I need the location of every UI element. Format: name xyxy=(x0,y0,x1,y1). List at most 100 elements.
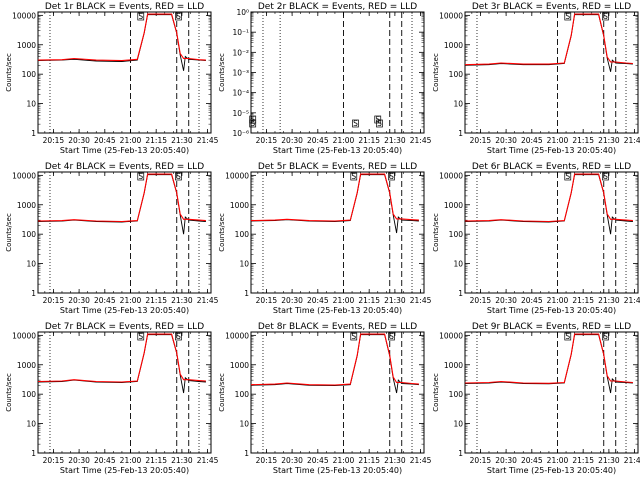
flare-marker: S xyxy=(351,332,356,341)
panel-title: Det 4r BLACK = Events, RED = LLD xyxy=(45,162,204,172)
flare-marker-box xyxy=(602,332,609,341)
x-tick-label: 21:45 xyxy=(624,136,640,145)
x-axis-label: Start Time (25-Feb-13 20:05:40) xyxy=(487,466,616,475)
y-tick-label: 10⁻⁴ xyxy=(232,89,249,98)
x-tick-label: 20:45 xyxy=(307,456,329,465)
y-tick-label: 10000 xyxy=(439,331,463,340)
x-tick-label: 20:15 xyxy=(470,136,492,145)
y-tick-label: 10⁻⁵ xyxy=(232,109,249,118)
series-events-black xyxy=(37,334,206,394)
x-tick-label: 21:30 xyxy=(598,456,620,465)
series-events-black xyxy=(250,174,419,234)
flare-marker-box xyxy=(602,12,609,21)
flare-marker-box xyxy=(350,332,358,341)
series-lld-red xyxy=(464,333,633,384)
flare-marker: S xyxy=(138,332,143,341)
panel-title: Det 2r BLACK = Events, RED = LLD xyxy=(258,2,417,12)
flare-marker: S xyxy=(138,172,143,181)
x-tick-label: 21:45 xyxy=(197,456,219,465)
flare-marker-box xyxy=(249,119,257,128)
y-axis-label: Counts/sec xyxy=(218,53,226,92)
x-tick-label: 20:45 xyxy=(521,136,543,145)
plot-frame xyxy=(464,171,639,294)
x-tick-label: 20:45 xyxy=(307,136,329,145)
x-tick-label: 21:00 xyxy=(547,456,569,465)
y-axis-label: Counts/sec xyxy=(432,213,440,252)
x-tick-label: 21:15 xyxy=(145,296,167,305)
flare-marker: S xyxy=(603,332,608,341)
x-tick-label: 20:30 xyxy=(281,456,303,465)
y-tick-label: 100 xyxy=(22,70,37,79)
y-tick-label: 10⁰ xyxy=(236,8,249,17)
y-tick-label: 100 xyxy=(235,230,250,239)
x-axis-label: Start Time (25-Feb-13 20:05:40) xyxy=(60,146,189,155)
y-tick-label: 1000 xyxy=(444,361,463,370)
panel-det-2: Det 2r BLACK = Events, RED = LLD 20:15 20:… xyxy=(218,2,432,155)
y-tick-label: 1 xyxy=(458,289,463,298)
series-events-black xyxy=(37,14,206,71)
series-events-black xyxy=(464,334,633,394)
x-axis-label: Start Time (25-Feb-13 20:05:40) xyxy=(60,466,189,475)
y-tick-label: 1000 xyxy=(444,41,463,50)
y-tick-label: 100 xyxy=(235,390,250,399)
flare-marker: S xyxy=(389,332,394,341)
flare-marker-box xyxy=(350,172,358,181)
x-axis-label: Start Time (25-Feb-13 20:05:40) xyxy=(487,306,616,315)
y-tick-label: 10000 xyxy=(12,331,36,340)
x-tick-label: 21:45 xyxy=(410,136,432,145)
y-tick-label: 10 xyxy=(26,420,36,429)
x-tick-label: 20:30 xyxy=(495,136,517,145)
y-tick-label: 100 xyxy=(22,390,37,399)
y-tick-label: 10⁻⁶ xyxy=(232,129,249,138)
x-tick-label: 21:30 xyxy=(598,136,620,145)
flare-marker-box xyxy=(175,172,182,181)
flare-marker: S xyxy=(603,172,608,181)
series-lld-red xyxy=(37,173,206,223)
y-axis-label: Counts/sec xyxy=(5,53,13,92)
x-tick-label: 21:00 xyxy=(120,456,142,465)
x-tick-label: 20:15 xyxy=(470,456,492,465)
x-tick-label: 20:15 xyxy=(256,456,278,465)
y-axis-label: Counts/sec xyxy=(218,373,226,412)
y-tick-label: 10 xyxy=(26,260,36,269)
y-tick-label: 1000 xyxy=(230,201,249,210)
x-tick-label: 21:15 xyxy=(145,456,167,465)
x-tick-label: 21:30 xyxy=(171,456,193,465)
x-tick-label: 20:30 xyxy=(68,136,90,145)
y-tick-label: 10000 xyxy=(225,171,249,180)
y-tick-label: 10000 xyxy=(12,11,36,20)
y-tick-label: 1000 xyxy=(17,41,36,50)
flare-marker: S xyxy=(351,172,356,181)
y-tick-label: 10⁻¹ xyxy=(232,28,249,37)
plot-frame xyxy=(37,331,212,454)
flare-marker-box xyxy=(374,115,382,124)
series-lld-red xyxy=(37,333,206,383)
x-tick-label: 21:15 xyxy=(572,136,594,145)
flare-marker: S xyxy=(389,172,394,181)
y-tick-label: 10 xyxy=(26,100,36,109)
x-tick-label: 20:15 xyxy=(470,296,492,305)
panel-title: Det 9r BLACK = Events, RED = LLD xyxy=(472,322,631,332)
y-tick-label: 10000 xyxy=(225,331,249,340)
x-tick-label: 21:30 xyxy=(171,296,193,305)
y-axis-label: Counts/sec xyxy=(5,373,13,412)
y-tick-label: 1000 xyxy=(17,201,36,210)
flare-marker-box xyxy=(249,115,257,124)
y-tick-label: 10 xyxy=(239,420,249,429)
series-events-black xyxy=(464,14,633,72)
y-axis-label: Counts/sec xyxy=(432,53,440,92)
x-tick-label: 20:15 xyxy=(256,136,278,145)
x-tick-label: 21:15 xyxy=(358,296,380,305)
x-tick-label: 20:15 xyxy=(43,136,65,145)
y-tick-label: 100 xyxy=(22,230,37,239)
y-tick-label: 1000 xyxy=(444,201,463,210)
series-events-black xyxy=(464,174,633,235)
x-tick-label: 21:00 xyxy=(333,296,355,305)
x-tick-label: 21:30 xyxy=(598,296,620,305)
y-tick-label: 10 xyxy=(453,420,463,429)
y-tick-label: 10 xyxy=(453,100,463,109)
flare-marker-box xyxy=(137,172,145,181)
flare-marker: S xyxy=(377,119,382,128)
